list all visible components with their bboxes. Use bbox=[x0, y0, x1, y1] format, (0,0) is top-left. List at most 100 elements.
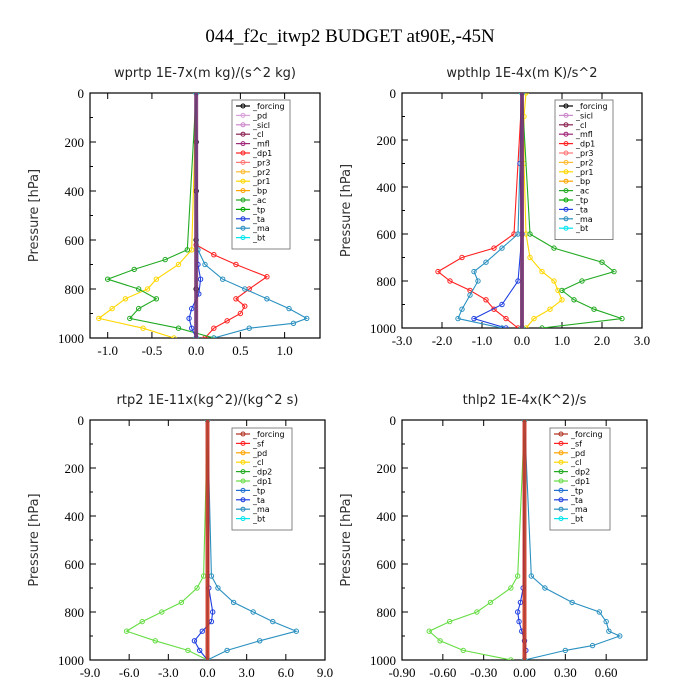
series-group bbox=[123, 420, 299, 660]
y-tick-label: 0 bbox=[78, 86, 85, 101]
y-tick-label: 400 bbox=[377, 509, 397, 524]
legend-entry: _bt bbox=[252, 234, 265, 243]
legend-marker bbox=[563, 141, 569, 147]
y-tick-label: 800 bbox=[65, 282, 85, 297]
legend-entry: _dp1 bbox=[570, 477, 590, 486]
y-axis-label: Pressure [hPa] bbox=[339, 164, 354, 257]
legend-entry: _pd bbox=[252, 449, 267, 458]
x-tick-label: 1.0 bbox=[554, 333, 570, 348]
legend-marker bbox=[558, 478, 564, 484]
data-point bbox=[547, 306, 553, 312]
data-point bbox=[196, 647, 203, 654]
legend-entry: _pd bbox=[570, 449, 585, 458]
data-point bbox=[178, 599, 185, 606]
x-tick-label: 0.30 bbox=[554, 665, 577, 680]
data-point bbox=[123, 628, 130, 634]
data-point bbox=[491, 245, 497, 251]
data-point bbox=[471, 315, 477, 322]
data-point bbox=[139, 618, 145, 625]
legend-marker bbox=[558, 516, 564, 522]
legend-entry: _bp bbox=[252, 187, 267, 196]
legend-entry: _ma bbox=[570, 505, 588, 514]
x-tick-label: 0.5 bbox=[232, 343, 248, 358]
legend-marker bbox=[563, 150, 569, 156]
data-point bbox=[211, 252, 217, 258]
legend-marker bbox=[558, 469, 564, 475]
data-point bbox=[293, 628, 299, 634]
y-tick-label: 400 bbox=[65, 184, 85, 199]
data-point bbox=[483, 259, 489, 265]
legend-entry: _ac bbox=[575, 187, 589, 196]
data-point bbox=[191, 638, 198, 644]
data-point bbox=[599, 259, 605, 265]
data-point bbox=[153, 296, 160, 302]
legend-entry: _pr3 bbox=[252, 158, 270, 167]
legend-entry: _dp1 bbox=[575, 140, 595, 149]
y-tick-label: 200 bbox=[65, 135, 85, 150]
data-point bbox=[619, 315, 625, 322]
data-point bbox=[215, 585, 221, 591]
legend-marker bbox=[563, 178, 569, 184]
legend-marker bbox=[558, 440, 564, 446]
y-tick-label: 400 bbox=[377, 180, 397, 195]
data-point bbox=[539, 268, 545, 275]
chart-panel-4: thlp2 1E-4x(K^2)/s Pressure [hPa] -0.90 -0.… bbox=[339, 393, 648, 680]
legend-entry: _dp1 bbox=[252, 477, 272, 486]
legend-entry: _sicl bbox=[575, 111, 593, 120]
legend-marker bbox=[240, 450, 246, 456]
legend-marker bbox=[563, 112, 569, 118]
legend-entry: _pr1 bbox=[252, 177, 270, 186]
data-point bbox=[237, 310, 244, 317]
legend-entry: _bt bbox=[570, 515, 583, 524]
data-point bbox=[460, 647, 466, 654]
data-point bbox=[152, 638, 158, 644]
data-point bbox=[127, 315, 133, 322]
series-line-ma bbox=[457, 93, 523, 328]
x-tick-label: 0.60 bbox=[595, 665, 618, 680]
data-point bbox=[286, 305, 292, 312]
data-point bbox=[447, 278, 453, 284]
data-point bbox=[171, 335, 177, 338]
series-line-ac bbox=[521, 93, 623, 328]
series-line-dp1 bbox=[125, 420, 209, 660]
data-point bbox=[617, 633, 623, 639]
data-point bbox=[459, 254, 465, 261]
data-point bbox=[569, 599, 575, 606]
legend-marker bbox=[558, 450, 564, 456]
data-point bbox=[185, 647, 191, 654]
legend-marker bbox=[558, 487, 564, 493]
data-point bbox=[508, 657, 514, 660]
data-point bbox=[499, 245, 505, 251]
legend-marker bbox=[563, 206, 569, 212]
legend-entry: _mfl bbox=[575, 130, 593, 139]
legend-marker bbox=[558, 506, 564, 512]
data-point bbox=[189, 325, 195, 331]
legend-entry: _pr2 bbox=[575, 158, 593, 167]
x-tick-label: -2.0 bbox=[432, 333, 453, 348]
legend-marker bbox=[240, 235, 246, 241]
legend-marker bbox=[240, 469, 246, 475]
legend-entry: _bp bbox=[575, 177, 590, 186]
legend-marker bbox=[240, 497, 246, 503]
data-point bbox=[596, 609, 603, 615]
x-tick-label: -0.90 bbox=[388, 665, 415, 680]
data-point bbox=[474, 609, 480, 615]
data-point bbox=[202, 261, 208, 268]
data-point bbox=[483, 297, 489, 303]
series-line-pr1 bbox=[97, 93, 197, 338]
legend-marker bbox=[240, 506, 246, 512]
legend-marker bbox=[558, 459, 564, 465]
legend: _forcing_sf_pd_cl_dp2_dp1_tp_ta_ma_bt bbox=[231, 427, 293, 531]
chart-title: rtp2 1E-11x(kg^2)/(kg^2 s) bbox=[117, 393, 299, 408]
chart-title: wpthlp 1E-4x(m K)/s^2 bbox=[446, 66, 597, 81]
legend-entry: _mfl bbox=[252, 140, 270, 149]
series-group bbox=[435, 93, 625, 328]
legend-marker bbox=[240, 478, 246, 484]
data-point bbox=[527, 254, 533, 261]
x-tick-label: 0.0 bbox=[199, 665, 215, 680]
x-tick-label: -0.60 bbox=[429, 665, 456, 680]
x-tick-label: 0.0 bbox=[514, 333, 530, 348]
data-point bbox=[140, 325, 146, 331]
x-tick-label: 9.0 bbox=[317, 665, 333, 680]
